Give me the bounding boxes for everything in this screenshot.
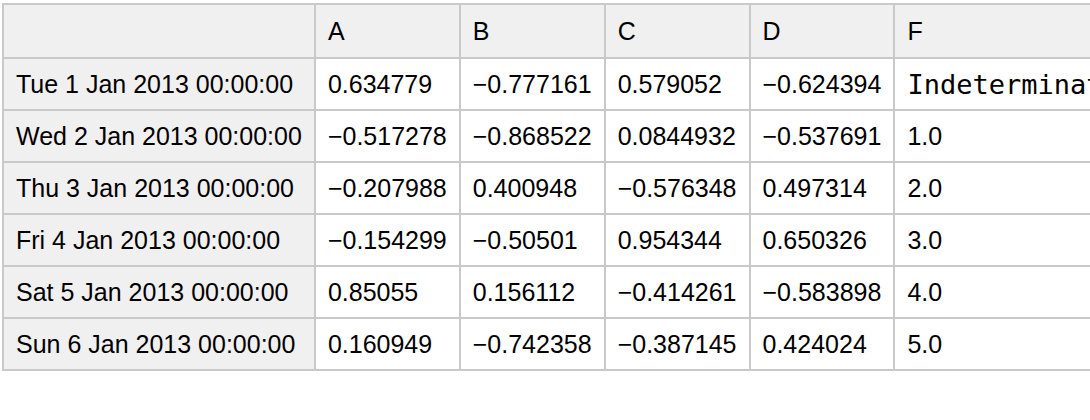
row-label-cell: Fri 4 Jan 2013 00:00:00 [3, 214, 315, 266]
data-cell: −0.537691 [750, 110, 895, 162]
column-header-cell: D [750, 4, 895, 58]
data-cell: 0.85055 [315, 266, 460, 318]
data-cell: 0.954344 [605, 214, 750, 266]
table-row: Sat 5 Jan 2013 00:00:000.850550.156112−0… [3, 266, 1090, 318]
data-cell: 2.0 [894, 162, 1090, 214]
row-label-cell: Sat 5 Jan 2013 00:00:00 [3, 266, 315, 318]
table-header: ABCDF [3, 4, 1090, 58]
data-cell: 4.0 [894, 266, 1090, 318]
row-label-cell: Wed 2 Jan 2013 00:00:00 [3, 110, 315, 162]
row-label-cell: Tue 1 Jan 2013 00:00:00 [3, 58, 315, 110]
data-cell: −0.207988 [315, 162, 460, 214]
data-cell: 0.0844932 [605, 110, 750, 162]
table-row: Sun 6 Jan 2013 00:00:000.160949−0.742358… [3, 318, 1090, 370]
column-header-cell: C [605, 4, 750, 58]
data-cell: −0.576348 [605, 162, 750, 214]
data-cell: −0.517278 [315, 110, 460, 162]
data-cell: Indeterminate [894, 58, 1090, 110]
corner-header-cell [3, 4, 315, 58]
data-cell: −0.777161 [460, 58, 605, 110]
timeseries-table: ABCDF Tue 1 Jan 2013 00:00:000.634779−0.… [2, 3, 1090, 371]
data-cell: 0.497314 [750, 162, 895, 214]
column-header-cell: F [894, 4, 1090, 58]
data-cell: −0.414261 [605, 266, 750, 318]
data-cell: 0.634779 [315, 58, 460, 110]
data-cell: −0.583898 [750, 266, 895, 318]
data-cell: 0.650326 [750, 214, 895, 266]
table-body: Tue 1 Jan 2013 00:00:000.634779−0.777161… [3, 58, 1090, 370]
row-label-cell: Sun 6 Jan 2013 00:00:00 [3, 318, 315, 370]
data-cell: 5.0 [894, 318, 1090, 370]
column-header-cell: A [315, 4, 460, 58]
table-row: Tue 1 Jan 2013 00:00:000.634779−0.777161… [3, 58, 1090, 110]
data-cell: 3.0 [894, 214, 1090, 266]
data-cell: −0.154299 [315, 214, 460, 266]
data-cell: 0.160949 [315, 318, 460, 370]
data-cell: 0.156112 [460, 266, 605, 318]
table-row: Thu 3 Jan 2013 00:00:00−0.2079880.400948… [3, 162, 1090, 214]
data-cell: 1.0 [894, 110, 1090, 162]
row-label-cell: Thu 3 Jan 2013 00:00:00 [3, 162, 315, 214]
data-cell: −0.868522 [460, 110, 605, 162]
data-cell: 0.400948 [460, 162, 605, 214]
data-cell: −0.50501 [460, 214, 605, 266]
timeseries-table-container: ABCDF Tue 1 Jan 2013 00:00:000.634779−0.… [2, 3, 1090, 371]
data-cell: 0.424024 [750, 318, 895, 370]
table-row: Fri 4 Jan 2013 00:00:00−0.154299−0.50501… [3, 214, 1090, 266]
header-row: ABCDF [3, 4, 1090, 58]
data-cell: 0.579052 [605, 58, 750, 110]
data-cell: −0.624394 [750, 58, 895, 110]
data-cell: −0.387145 [605, 318, 750, 370]
data-cell: −0.742358 [460, 318, 605, 370]
column-header-cell: B [460, 4, 605, 58]
table-row: Wed 2 Jan 2013 00:00:00−0.517278−0.86852… [3, 110, 1090, 162]
